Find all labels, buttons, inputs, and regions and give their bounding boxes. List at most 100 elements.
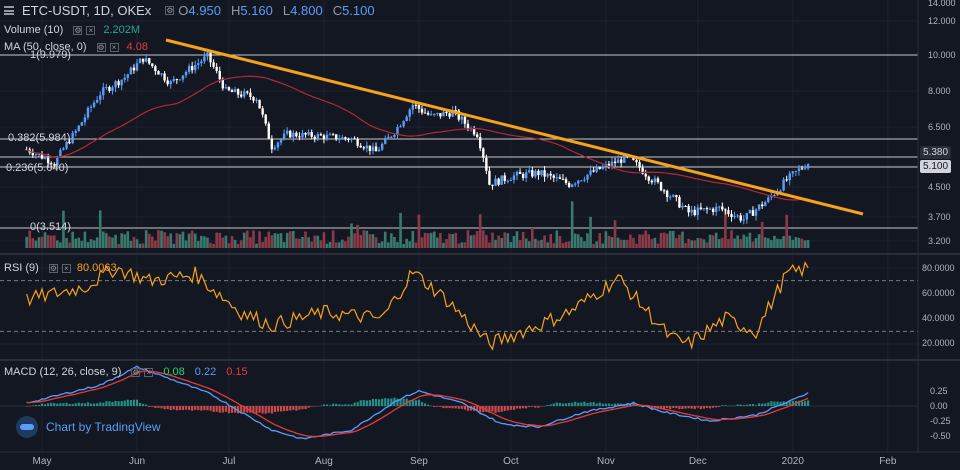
candle-body: [656, 178, 660, 183]
candle-body: [672, 195, 675, 197]
candle-body: [414, 104, 418, 106]
volume-bar: [426, 233, 430, 248]
open-value: 4.950: [188, 3, 221, 18]
rsi-label[interactable]: RSI (9): [4, 262, 39, 274]
macd-histogram-bar: [770, 401, 773, 406]
volume-bar: [212, 243, 215, 248]
candle-body: [433, 113, 436, 115]
trendline[interactable]: [165, 38, 864, 216]
volume-bar: [71, 231, 74, 248]
candle-body: [537, 170, 540, 176]
macd-histogram-bar: [555, 402, 558, 406]
candle-body: [141, 58, 145, 62]
candle-body: [227, 87, 231, 91]
volume-bar: [668, 230, 672, 248]
volume-bar: [561, 243, 565, 248]
macd-histogram-bar: [632, 402, 635, 406]
volume-bar: [534, 238, 537, 248]
macd-histogram-bar: [767, 402, 770, 406]
menu-icon[interactable]: [4, 6, 14, 15]
macd-histogram-bar: [151, 406, 154, 407]
symbol-title[interactable]: ETC-USDT, 1D, OKEx: [22, 3, 152, 18]
macd-histogram-bar: [71, 403, 74, 406]
macd-label[interactable]: MACD (12, 26, close, 9): [4, 366, 122, 378]
close-icon[interactable]: ×: [144, 367, 154, 377]
settings-icon[interactable]: ⚙: [73, 25, 83, 35]
volume-bar: [549, 233, 553, 248]
settings-icon[interactable]: ⚙: [165, 6, 175, 15]
macd-histogram-bar: [506, 406, 509, 411]
rsi-pane: [0, 260, 918, 351]
macd-histogram-bar: [531, 406, 534, 407]
fib-label-0382: 0.382(5.984): [8, 132, 71, 144]
candle-body: [129, 67, 133, 75]
macd-histogram-bar: [399, 399, 402, 406]
volume-bar: [350, 223, 353, 248]
volume-bar: [190, 230, 194, 248]
close-icon[interactable]: ×: [86, 25, 96, 35]
close-icon[interactable]: ×: [61, 263, 71, 273]
price-axis-label: 3.200: [928, 236, 951, 246]
macd-histogram-bar: [436, 406, 439, 407]
volume-label[interactable]: Volume (10): [4, 24, 64, 36]
pane-separators[interactable]: [0, 0, 960, 453]
volume-bar: [377, 242, 381, 248]
settings-icon[interactable]: ⚙: [96, 42, 106, 52]
volume-bar: [488, 242, 491, 248]
volume-bar: [696, 238, 700, 248]
candle-body: [246, 91, 249, 93]
candle-body: [236, 89, 240, 95]
candle-body: [92, 102, 96, 107]
volume-bar: [120, 233, 123, 248]
candle-body: [570, 184, 574, 187]
candle-body: [230, 90, 234, 93]
close-icon[interactable]: ×: [109, 42, 119, 52]
macd-histogram-bar: [258, 406, 261, 413]
candle-body: [252, 97, 255, 101]
macd-histogram-bar: [439, 406, 442, 407]
candle-body: [77, 125, 80, 131]
settings-icon[interactable]: ⚙: [131, 367, 141, 377]
macd-histogram-bar: [249, 406, 252, 413]
candle-body: [650, 180, 654, 183]
macd-histogram-bar: [503, 406, 506, 411]
macd-histogram-bar: [230, 406, 234, 413]
volume-bar: [393, 237, 396, 248]
volume-bar: [319, 240, 323, 248]
macd-histogram-bar: [276, 406, 280, 412]
volume-bar: [782, 236, 785, 248]
volume-bar: [647, 234, 651, 248]
ma-label[interactable]: MA (50, close, 0): [4, 41, 87, 53]
candle-body: [460, 116, 464, 120]
candle-body: [580, 180, 583, 182]
candle-body: [95, 99, 99, 103]
macd-axis-label: 0.00: [930, 401, 948, 411]
candle-body: [417, 104, 421, 109]
settings-icon[interactable]: ⚙: [48, 263, 58, 273]
macd-histogram-bar: [350, 404, 353, 406]
time-axis-label: Oct: [503, 456, 519, 467]
macd-histogram-bar: [451, 406, 454, 409]
candle-body: [405, 116, 408, 122]
volume-bar: [592, 243, 595, 248]
candle-body: [368, 145, 372, 151]
macd-histogram-bar: [304, 406, 307, 410]
volume-bar: [724, 208, 727, 248]
volume-bar: [644, 230, 648, 248]
macd-histogram-bar: [28, 406, 31, 407]
macd-histogram-bar: [138, 402, 142, 406]
volume-bar: [619, 239, 623, 248]
macd-histogram-bar: [68, 403, 71, 406]
macd-histogram-bar: [47, 403, 50, 406]
candle-body: [791, 171, 795, 174]
candle-body: [675, 195, 678, 198]
low-value: 4.800: [290, 3, 323, 18]
tradingview-branding[interactable]: Chart by TradingView: [16, 416, 161, 438]
candle-body: [751, 210, 755, 216]
macd-hist-value: 0.08: [163, 366, 185, 378]
macd-histogram-bar: [181, 406, 185, 411]
candle-body: [411, 104, 415, 110]
volume-bar: [163, 232, 166, 248]
macd-histogram-bar: [546, 405, 549, 406]
